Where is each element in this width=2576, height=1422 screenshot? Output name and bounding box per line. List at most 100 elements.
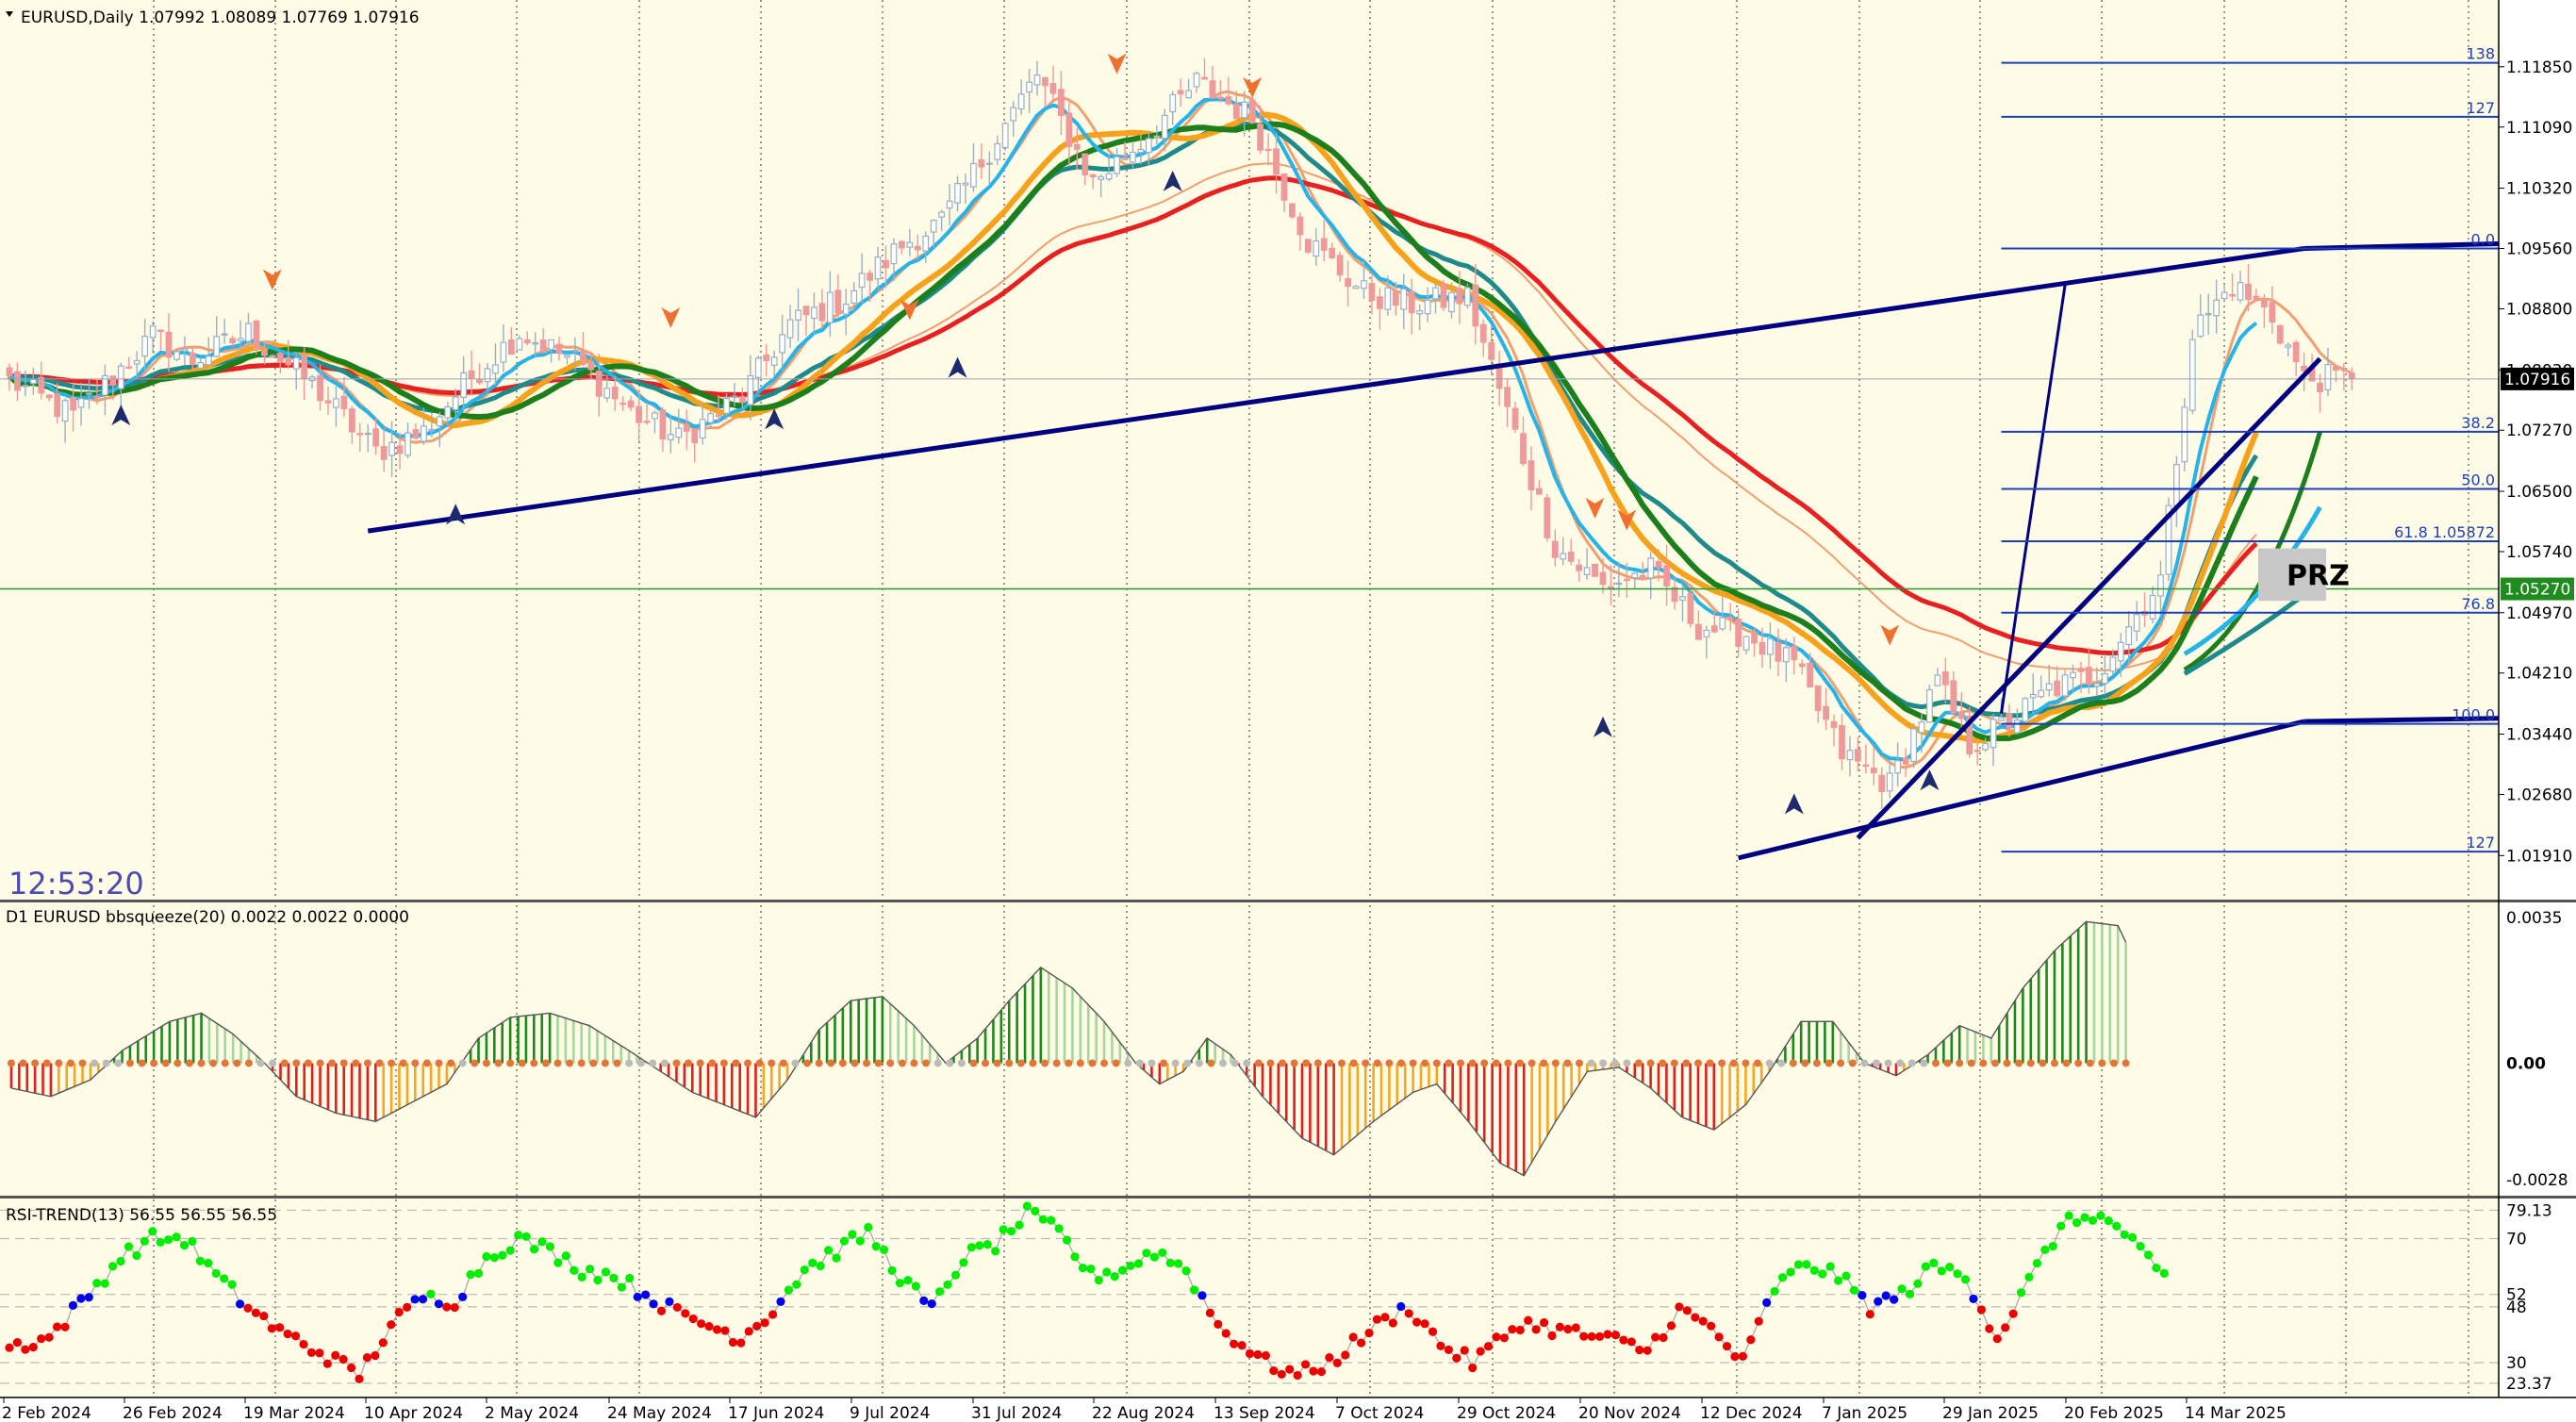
candle-body	[1934, 674, 1941, 686]
trendline[interactable]	[1738, 719, 2305, 861]
rsi-dot	[1738, 1351, 1747, 1361]
candle-body	[731, 395, 738, 399]
triangle-down-icon[interactable]	[6, 11, 13, 17]
candle-body	[1751, 631, 1758, 644]
rsi-dot	[1348, 1332, 1358, 1342]
rsi-dot	[410, 1295, 420, 1304]
rsi-dot	[339, 1354, 348, 1364]
squeeze-dot	[685, 1059, 693, 1067]
rsi-dot	[641, 1290, 651, 1299]
rsi-dot	[848, 1230, 857, 1239]
panel-separator[interactable]	[0, 900, 2576, 902]
squeeze-dot	[1290, 1059, 1298, 1067]
squeeze-dot	[1848, 1059, 1857, 1067]
candle-body	[1488, 341, 1495, 360]
squeeze-dot	[1801, 1059, 1809, 1067]
candle-body	[1336, 255, 1344, 276]
rsi-dot	[1985, 1324, 1994, 1333]
rsi-dot	[537, 1237, 547, 1247]
candle-body	[867, 273, 873, 281]
squeeze-dot	[1812, 1059, 1821, 1067]
squeeze-dot	[1195, 1059, 1203, 1067]
trendline[interactable]	[1856, 356, 2322, 840]
candle-body	[1057, 89, 1065, 116]
squeeze-dot	[566, 1059, 574, 1067]
candle-body	[1902, 757, 1909, 765]
squeeze-dot	[1029, 1059, 1037, 1067]
rsi-dot	[1325, 1352, 1334, 1363]
rsi-dot	[1269, 1365, 1279, 1376]
rsi-dot	[1762, 1298, 1772, 1307]
rsi-dot	[656, 1306, 667, 1315]
candle-body	[1472, 284, 1479, 327]
price-tick-label: 1.02680	[2506, 785, 2572, 804]
candle-body	[1535, 488, 1543, 495]
squeeze-dot	[1789, 1059, 1797, 1067]
squeeze-dot	[1124, 1059, 1132, 1067]
squeeze-dot	[732, 1059, 740, 1067]
rsi-dot	[593, 1276, 603, 1285]
time-tick-label: 2 May 2024	[485, 1404, 579, 1422]
rsi-dot	[1802, 1260, 1811, 1269]
rsi-dot	[1380, 1313, 1390, 1322]
squeeze-dot	[1373, 1059, 1381, 1067]
candle-body	[587, 361, 595, 371]
price-tick-label: 1.09560	[2506, 240, 2572, 259]
bbsqueeze-panel[interactable]	[7, 920, 2130, 1177]
price-tick-label: 1.05740	[2506, 543, 2572, 562]
rsi-dot	[2001, 1323, 2010, 1332]
candle-body	[364, 432, 372, 436]
rsi-dot	[259, 1311, 269, 1321]
rsi-dot	[1555, 1322, 1565, 1331]
squeeze-dot	[375, 1059, 384, 1067]
squeeze-dot	[1041, 1059, 1049, 1067]
rsi-dot	[140, 1236, 149, 1246]
squeeze-dot	[1646, 1059, 1655, 1067]
rsi-dot	[903, 1276, 913, 1285]
rsi-dot	[195, 1256, 205, 1265]
rsi-dot	[1197, 1291, 1207, 1300]
rsi-dot	[1666, 1321, 1676, 1331]
squeeze-dot	[898, 1059, 906, 1067]
rsi-dot	[2120, 1230, 2129, 1239]
candle-body	[301, 354, 308, 380]
candle-body	[1216, 96, 1224, 100]
candle-body	[452, 396, 459, 411]
rsi-dot	[1659, 1332, 1668, 1343]
prz-box[interactable]	[2258, 548, 2326, 602]
blue-up-arrow-icon	[1920, 769, 1940, 791]
candle-body	[1368, 283, 1376, 301]
impulse-leg	[2000, 285, 2067, 714]
price-panel[interactable]: 138 127 0.0 38.2 50.0 61.8 1.05872 76.8 100.0 12…	[0, 45, 2500, 861]
rsi-dot	[1300, 1360, 1311, 1369]
hline-price-label: 1.05270	[2504, 581, 2570, 600]
trendline[interactable]	[367, 246, 2304, 534]
candle-body	[1854, 749, 1861, 762]
rsi-dot	[1499, 1333, 1510, 1343]
candle-body	[428, 428, 436, 432]
candle-body	[1719, 617, 1726, 630]
candle-body	[2204, 312, 2212, 316]
squeeze-dot	[1065, 1059, 1073, 1067]
time-tick-label: 7 Jan 2025	[1822, 1404, 1907, 1422]
panel-separator[interactable]	[0, 1196, 2576, 1199]
rsi-dot	[800, 1265, 809, 1275]
rsi-trend-panel[interactable]	[0, 1201, 2499, 1384]
candle-body	[1520, 433, 1527, 465]
fibonacci-levels[interactable]: 138 127 0.0 38.2 50.0 61.8 1.05872 76.8 100.0 12…	[2001, 45, 2500, 853]
rsi-dot	[76, 1294, 86, 1303]
rsi-dot	[498, 1250, 507, 1260]
squeeze-dot	[1243, 1059, 1251, 1067]
candle-body	[571, 350, 579, 353]
candle-body	[1886, 772, 1893, 792]
candle-body	[1201, 76, 1208, 80]
rsi-dot	[434, 1299, 443, 1309]
rsi-dot	[752, 1321, 762, 1331]
rsi-dot	[1563, 1324, 1573, 1334]
squeeze-dot	[1088, 1059, 1097, 1067]
candle-body	[125, 366, 133, 369]
candle-body	[1345, 277, 1352, 288]
rsi-dot	[156, 1237, 165, 1247]
